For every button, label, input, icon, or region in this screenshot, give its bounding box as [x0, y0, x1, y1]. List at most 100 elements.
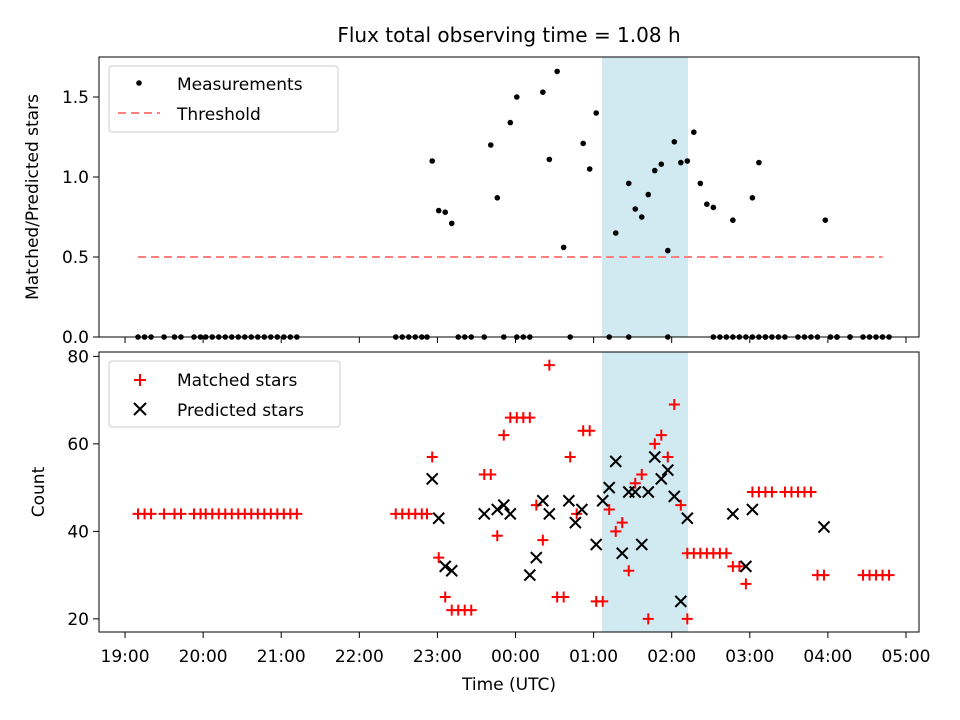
matched-star-point — [433, 552, 445, 564]
bottom-x-ticks: 19:00 20:00 21:00 22:00 23:00 00:00 01:00 02:00… — [101, 632, 930, 667]
x-tick-label: 02:00 — [647, 647, 696, 667]
predicted-star-point — [635, 538, 648, 551]
measurement-point — [697, 180, 704, 187]
predicted-star-point — [726, 507, 740, 521]
matched-star-point — [883, 569, 895, 581]
bottom-panel: 20 40 60 80 19:00 20:00 21:00 22:00 23:00 00:00 0… — [29, 347, 930, 695]
y-tick-label: 1.0 — [62, 168, 89, 188]
matched-star-point — [543, 359, 555, 371]
x-tick-label: 04:00 — [803, 647, 852, 667]
predicted-star-point — [609, 455, 622, 468]
matched-star-point — [291, 508, 303, 520]
matched-star-point — [668, 399, 680, 410]
y-tick-label: 40 — [67, 522, 89, 542]
matched-star-point — [649, 438, 661, 450]
y-tick-label: 0.5 — [62, 248, 89, 268]
matched-star-point — [158, 508, 170, 520]
predicted-star-point — [616, 547, 629, 560]
x-tick-label: 00:00 — [491, 647, 540, 667]
bottom-plot-frame — [98, 351, 920, 633]
measurement-point — [560, 244, 567, 251]
predicted-star-point — [569, 516, 582, 529]
matched-star-point — [584, 425, 596, 437]
matched-star-point — [603, 504, 615, 515]
y-tick-label: 60 — [67, 435, 89, 455]
matched-star-point — [537, 534, 549, 546]
matched-star-point — [465, 604, 477, 616]
measurement-point — [664, 247, 671, 254]
measurement-point — [580, 140, 586, 147]
legend-measurements-marker — [136, 80, 142, 86]
matched-star-point — [524, 412, 536, 424]
top-y-ticks: 0.0 0.5 1.0 1.5 — [62, 88, 99, 348]
legend-measurements-label: Measurements — [177, 75, 303, 95]
matched-star-point — [740, 578, 752, 590]
predicted-star-point — [648, 450, 661, 464]
top-title: Flux total observing time = 1.08 h — [337, 23, 680, 47]
bottom-y-ticks: 20 40 60 80 — [67, 347, 99, 630]
predicted-star-point — [642, 485, 655, 499]
matched-star-point — [597, 595, 609, 607]
matched-star-point — [610, 525, 622, 537]
measurement-point — [625, 180, 632, 187]
matched-star-point — [629, 477, 641, 489]
predicted-star-point — [432, 512, 445, 525]
matched-star-point — [491, 530, 503, 542]
matched-star-point — [439, 591, 451, 603]
top-x-ticks — [124, 337, 907, 343]
matched-star-point — [655, 429, 667, 441]
top-y-axis-label: Matched/Predicted stars — [23, 94, 43, 300]
measurement-point — [494, 195, 501, 201]
measurement-point — [546, 156, 553, 163]
legend-threshold-label: Threshold — [176, 105, 261, 125]
predicted-star-point — [504, 507, 517, 521]
predicted-star-point — [575, 503, 589, 516]
predicted-star-point — [668, 490, 681, 503]
predicted-star-point — [661, 463, 675, 477]
measurement-point — [684, 158, 691, 164]
predicted-star-point — [439, 560, 452, 573]
bottom-y-axis-label: Count — [29, 466, 49, 517]
matched-star-point — [681, 613, 693, 625]
measurement-point — [756, 159, 762, 166]
matched-star-point — [558, 591, 570, 603]
x-tick-label: 19:00 — [101, 647, 150, 667]
predicted-star-point — [655, 472, 668, 486]
x-tick-label: 03:00 — [725, 647, 774, 667]
matched-star-point — [145, 508, 157, 520]
matched-star-point — [616, 517, 628, 529]
measurement-point — [593, 110, 600, 116]
measurement-point — [429, 158, 436, 164]
predicted-star-point — [543, 507, 556, 521]
top-legend-box — [108, 65, 339, 133]
predicted-star-point — [536, 494, 550, 507]
measurement-point — [632, 206, 639, 212]
measurement-point — [540, 89, 546, 95]
matched-star-point — [175, 508, 187, 520]
top-plot-frame — [98, 56, 920, 338]
predicted-star-point — [530, 551, 543, 564]
predicted-star-point — [739, 560, 753, 573]
measurement-point — [487, 142, 494, 148]
bottom-x-axis-label: Time (UTC) — [461, 675, 556, 695]
legend-matched-marker — [134, 374, 146, 386]
measurement-point — [749, 195, 756, 201]
measurement-point — [691, 129, 697, 135]
measurement-point — [638, 214, 645, 220]
matched-star-point — [485, 469, 497, 480]
top-panel: Flux total observing time = 1.08 h 0.00.… — [23, 23, 920, 348]
bottom-highlight-span — [602, 351, 688, 633]
measurement-point — [507, 119, 514, 126]
measurement-point — [710, 204, 717, 211]
matched-star-point — [720, 547, 732, 559]
measurement-point — [442, 209, 449, 215]
measurement-point — [822, 217, 829, 223]
matched-star-point — [818, 569, 830, 581]
predicted-star-point — [425, 472, 439, 486]
measurement-point — [514, 94, 520, 100]
bottom-points — [132, 359, 895, 625]
measurement-point — [435, 207, 442, 214]
predicted-star-point — [491, 503, 504, 516]
predicted-star-point — [817, 520, 831, 534]
